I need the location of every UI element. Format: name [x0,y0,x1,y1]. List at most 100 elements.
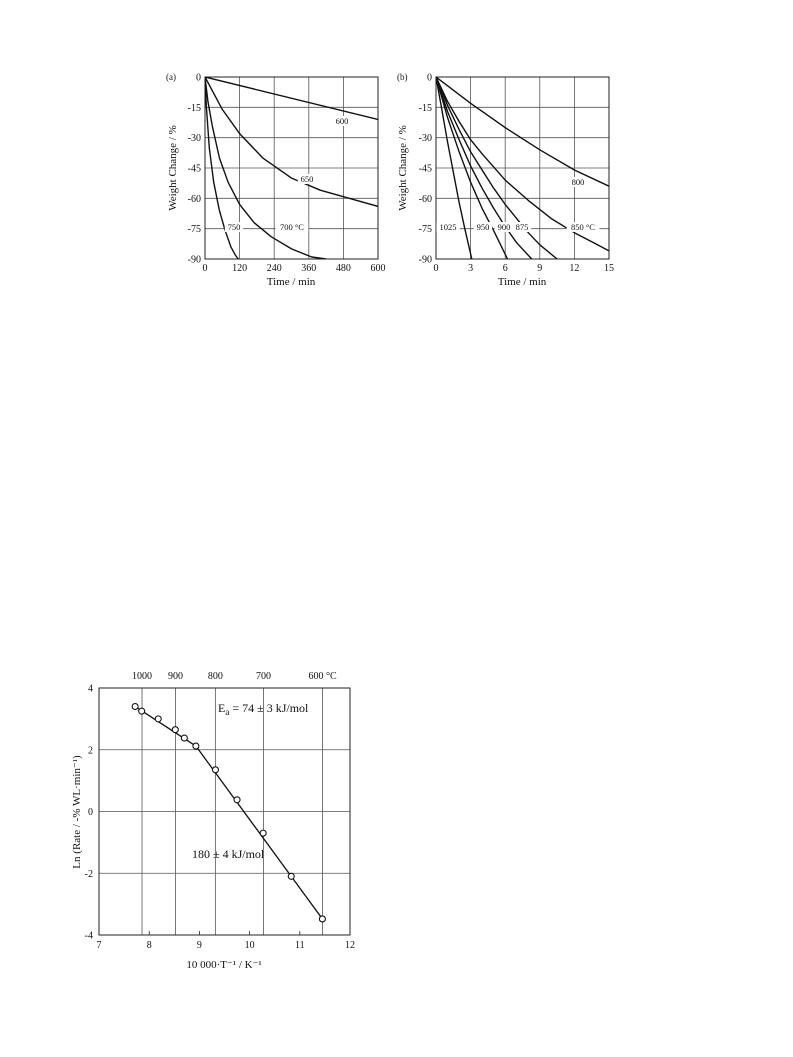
chart-c-x-tick-label: 10 [245,940,255,951]
chart-a0-x-tick-label: 360 [301,263,316,274]
chart-c-data-point [233,796,241,804]
chart-a0-series-line [205,77,327,259]
panel-a-label: (a) [166,72,176,82]
chart-b1-series-line [436,77,473,259]
chart-b1-x-tick-label: 0 [434,263,439,274]
chart-c-data-point [154,715,162,723]
chart-b1-y-tick-label: 0 [427,73,432,84]
chart-b1-series-label: 875 [516,222,529,232]
chart-b1-x-tick-label: 3 [468,263,473,274]
activation-energy-subscript: a [225,707,229,717]
chart-b1-series-line [436,77,558,259]
chart-b1-series-line [436,77,533,259]
chart-b1-y-tick-label: -30 [419,133,432,144]
chart-b1-series-label: 900 [498,222,511,232]
chart-b1-series-label: 1025 [440,222,457,232]
chart-a0-series-line [205,77,239,259]
chart-c-data-point [259,829,267,837]
chart-c-data-point [138,707,146,715]
chart-a0-series-line [205,77,378,121]
chart-b1-series-line [436,77,609,187]
chart-a0-series-label: 750 [228,222,241,232]
chart-a0-y-tick-label: -60 [188,194,201,205]
chart-a0-series-label-bg [224,222,244,232]
chart-b1-series-label-bg [512,222,532,232]
chart-a0-series-line [205,77,378,208]
chart-c-x-tick-label: 7 [97,940,102,951]
chart-c-temperature-tick-label: 1000 [132,671,152,682]
chart-a0-y-tick-label: -75 [188,224,201,235]
chart-b1-x-tick-label: 9 [537,263,542,274]
chart-b1-series-label: 950 [477,222,490,232]
chart-a0-x-tick-label: 0 [203,263,208,274]
chart-c-y-axis-title: Ln (Rate / -% WL·min⁻¹) [71,755,83,869]
chart-a0-plot-frame [204,76,379,260]
chart-b1-y-tick-label: -75 [419,224,432,235]
chart-c-y-tick-label: 0 [88,807,93,818]
chart-c-data-point [287,872,295,880]
chart-b-y-axis-title: Weight Change / % [397,125,409,211]
activation-energy-symbol: E [218,701,225,715]
chart-a0-y-tick-label: -15 [188,103,201,114]
chart-a0-x-tick-label: 240 [267,263,282,274]
chart-b1-plot-frame [435,76,610,260]
chart-a0-y-tick-label: -30 [188,133,201,144]
chart-b1-series-label-bg [568,177,588,187]
chart-a0-x-tick-label: 120 [232,263,247,274]
activation-energy-low-label: Ea = 74 ± 3 kJ/mol [218,701,309,717]
chart-c-y-tick-label: -2 [85,869,93,880]
chart-c-fit-line [195,745,323,920]
chart-c-y-tick-label: 4 [88,684,93,695]
chart-c-data-point [192,742,200,750]
chart-a0-series-label-bg [332,116,352,126]
chart-a0-series-label-bg [297,174,317,184]
chart-a-y-axis-title: Weight Change / % [167,125,179,211]
chart-b1-series-label-bg [473,222,493,232]
chart-a0-x-tick-label: 600 [371,263,386,274]
chart-b1-series-line [436,77,509,259]
chart-c-x-tick-label: 12 [345,940,355,951]
chart-c-plot-frame [98,687,351,936]
weight-change-chart-a: (a) Weight Change / % Time / min 0 120 240… [166,72,386,288]
chart-a0-series-label: 700 °C [280,222,304,232]
chart-c-data-point [211,766,220,774]
chart-b1-series-label-bg [436,222,460,232]
chart-b-x-axis-title: Time / min [498,276,547,288]
chart-b1-series-line [436,77,609,252]
chart-a0-series-label: 600 [336,116,349,126]
chart-c-data-point [318,915,326,923]
chart-c-y-tick-label: -4 [85,931,93,942]
chart-a0-y-tick-label: 0 [196,73,201,84]
chart-a0-x-tick-label: 480 [336,263,351,274]
chart-b1-x-tick-label: 6 [503,263,508,274]
weight-change-chart-b: (b) Weight Change / % Time / min 0 3 6 9 12 1… [397,72,614,288]
activation-energy-low-value: = 74 ± 3 kJ/mol [229,701,309,715]
activation-energy-high-label: 180 ± 4 kJ/mol [192,847,265,861]
chart-c-x-axis-title: 10 000·T⁻¹ / K⁻¹ [186,959,261,971]
chart-b1-x-tick-label: 12 [569,263,579,274]
chart-a-x-axis-title: Time / min [267,276,316,288]
chart-c-temperature-tick-label: 900 [168,671,183,682]
chart-a0-y-tick-label: -90 [188,255,201,266]
chart-c-temperature-tick-label: 800 [208,671,223,682]
chart-c-data-point [131,702,139,711]
chart-b1-series-label: 850 °C [571,222,595,232]
chart-c-x-tick-label: 11 [295,940,305,951]
chart-b1-series-label-bg [494,222,514,232]
chart-c-data-point [180,734,188,742]
chart-c-y-tick-label: 2 [88,745,93,756]
chart-a0-series-label: 650 [301,174,314,184]
chart-a0-series-label-bg [275,222,309,232]
chart-c-data-point [171,726,179,734]
chart-b1-y-tick-label: -90 [419,255,432,266]
chart-b1-y-tick-label: -45 [419,164,432,175]
chart-c-x-tick-label: 9 [197,940,202,951]
chart-c-x-tick-label: 8 [147,940,152,951]
chart-c-temperature-tick-label: 700 [256,671,271,682]
panel-b-label: (b) [397,72,408,82]
chart-b1-series-label-bg [566,222,600,232]
chart-b1-x-tick-label: 15 [604,263,614,274]
chart-b1-series-label: 800 [572,177,585,187]
chart-b1-y-tick-label: -15 [419,103,432,114]
